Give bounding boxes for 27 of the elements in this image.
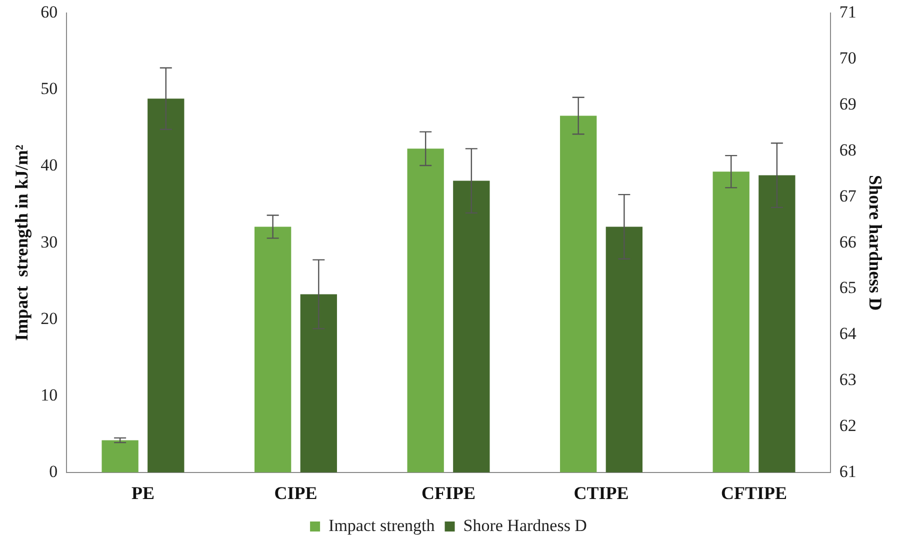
- y2-tick-label: 65: [839, 278, 856, 298]
- legend-label: Shore Hardness D: [463, 516, 587, 535]
- y2-tick-label: 62: [839, 416, 856, 435]
- y-tick-label: 20: [40, 308, 58, 328]
- legend-label: Impact strength: [328, 516, 436, 535]
- y-tick-label: 50: [40, 79, 58, 98]
- y-tick-label: 0: [49, 462, 58, 481]
- y2-tick-label: 63: [839, 370, 856, 390]
- x-tick-label: PE: [131, 482, 154, 503]
- x-tick-label: CTIPE: [574, 482, 629, 503]
- y2-tick-label: 66: [839, 232, 856, 252]
- y-tick-label: 10: [40, 385, 58, 404]
- y2-tick-label: 69: [839, 94, 856, 114]
- y2-tick-label: 71: [839, 2, 856, 22]
- y2-tick-label: 67: [839, 186, 857, 206]
- y2-tick-label: 70: [839, 48, 856, 68]
- y-axis-title: Impact strength in kJ/m²: [11, 144, 32, 341]
- x-tick-label: CFIPE: [422, 482, 476, 503]
- x-tick-label: CFTIPE: [721, 482, 788, 503]
- y2-tick-label: 64: [839, 324, 857, 344]
- y2-tick-label: 61: [839, 462, 856, 481]
- x-tick-label: CIPE: [274, 482, 318, 503]
- y2-tick-label: 68: [839, 140, 856, 160]
- y-tick-label: 30: [40, 232, 58, 252]
- y2-axis-title: Shore hardness D: [866, 174, 886, 311]
- y-tick-label: 60: [40, 2, 58, 22]
- y-tick-label: 40: [40, 156, 58, 175]
